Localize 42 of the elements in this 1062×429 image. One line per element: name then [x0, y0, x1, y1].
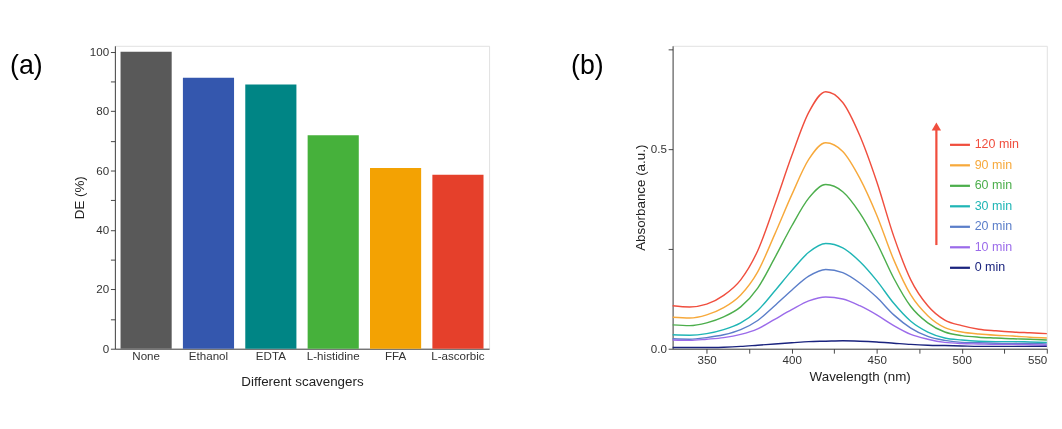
x-tick-label: 350	[697, 354, 717, 367]
x-tick-label: EDTA	[255, 349, 287, 362]
x-tick-label: 550	[1027, 354, 1048, 367]
x-tick-label: L-histidine	[306, 349, 360, 362]
legend-label: 120 min	[974, 137, 1020, 152]
chart-title: (a)	[10, 50, 43, 81]
line-series	[671, 242, 1048, 344]
y-axis-title: Absorbance (a.u.)	[632, 144, 648, 251]
x-tick-label: Ethanol	[188, 349, 229, 362]
x-axis-title: Different scavengers	[241, 373, 364, 389]
legend-label: 0 min	[974, 260, 1006, 275]
x-tick-label: None	[132, 349, 160, 362]
y-axis-title: DE (%)	[71, 176, 87, 220]
legend-label: 10 min	[974, 239, 1013, 254]
x-tick-label: 450	[867, 354, 887, 367]
y-tick-label: 40	[96, 223, 110, 236]
bar	[307, 135, 359, 349]
y-tick-label: 100	[89, 45, 110, 58]
legend-label: 20 min	[974, 219, 1013, 234]
x-axis-title: Wavelength (nm)	[809, 369, 911, 385]
y-tick-label: 20	[96, 283, 110, 296]
bar	[182, 77, 235, 349]
y-tick-label: 0.0	[650, 342, 667, 355]
y-tick-label: 0	[102, 342, 110, 355]
y-tick-label: 0.5	[650, 143, 667, 156]
chart-title: (b)	[571, 50, 604, 81]
bar	[120, 51, 172, 349]
legend-label: 90 min	[974, 157, 1013, 172]
bar	[432, 174, 484, 349]
x-tick-label: 400	[782, 354, 802, 367]
y-tick-label: 80	[96, 105, 110, 118]
line-series	[671, 141, 1048, 339]
y-tick-label: 60	[96, 164, 110, 177]
x-tick-label: L-ascorbic	[431, 349, 485, 362]
line-series	[671, 296, 1048, 346]
legend-label: 30 min	[974, 198, 1013, 213]
legend-label: 60 min	[974, 178, 1013, 193]
bar	[245, 84, 297, 349]
x-tick-label: 500	[952, 354, 972, 367]
line-series	[671, 90, 1048, 335]
x-tick-label: FFA	[384, 349, 407, 362]
bar	[370, 167, 422, 349]
